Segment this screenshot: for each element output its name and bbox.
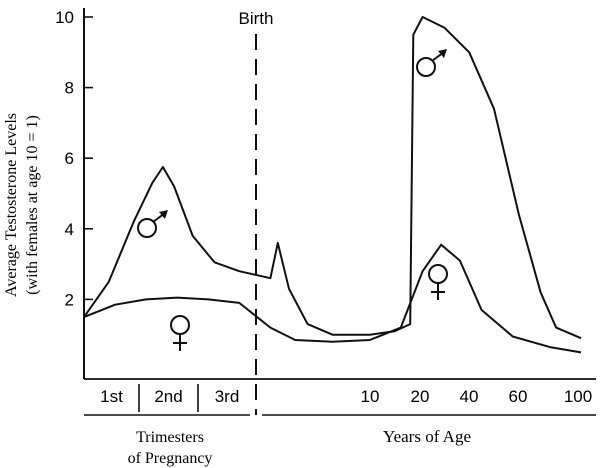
- y-tick-label: 10: [55, 8, 74, 27]
- birth-label: Birth: [239, 9, 274, 28]
- age-tick-label: 10: [361, 387, 380, 406]
- male-symbol-circle: [137, 218, 157, 238]
- female-symbol-circle: [170, 315, 190, 335]
- trimester-label: 1st: [100, 387, 123, 406]
- age-tick-label: 100: [564, 387, 592, 406]
- chart-labels: Average Testosterone Levels (with female…: [3, 9, 471, 467]
- years-of-age-label: Years of Age: [383, 427, 471, 446]
- female-series-line: [83, 243, 582, 354]
- y-tick-label: 4: [65, 220, 74, 239]
- trimester-label: 2nd: [154, 387, 182, 406]
- y-tick-label: 6: [65, 149, 74, 168]
- y-tick-label: 2: [65, 290, 74, 309]
- y-axis-label-line2: (with females at age 10 = 1): [24, 115, 41, 295]
- age-tick-label: 20: [411, 387, 430, 406]
- male-symbol-arrowhead: [438, 49, 447, 58]
- series-curves: [83, 16, 582, 354]
- axes: 2 4 6 8 10 1st 2nd 3rd 10 20 40 60 100: [55, 8, 596, 416]
- female-symbol: [428, 264, 448, 300]
- female-symbol-circle: [428, 264, 448, 284]
- y-axis-label-line1: Average Testosterone Levels: [3, 113, 20, 297]
- trimester-label: 3rd: [215, 387, 240, 406]
- trimesters-label-line2: of Pregnancy: [128, 450, 213, 467]
- male-symbol: [137, 210, 168, 238]
- male-symbol-arrowhead: [159, 210, 168, 219]
- male-symbol-circle: [416, 57, 436, 77]
- female-symbol: [170, 315, 190, 351]
- trimesters-label-line1: Trimesters: [136, 429, 204, 446]
- age-tick-label: 40: [460, 387, 479, 406]
- age-tick-label: 60: [509, 387, 528, 406]
- y-tick-label: 8: [65, 79, 74, 98]
- male-symbol: [416, 49, 447, 77]
- male-series-line: [83, 16, 582, 340]
